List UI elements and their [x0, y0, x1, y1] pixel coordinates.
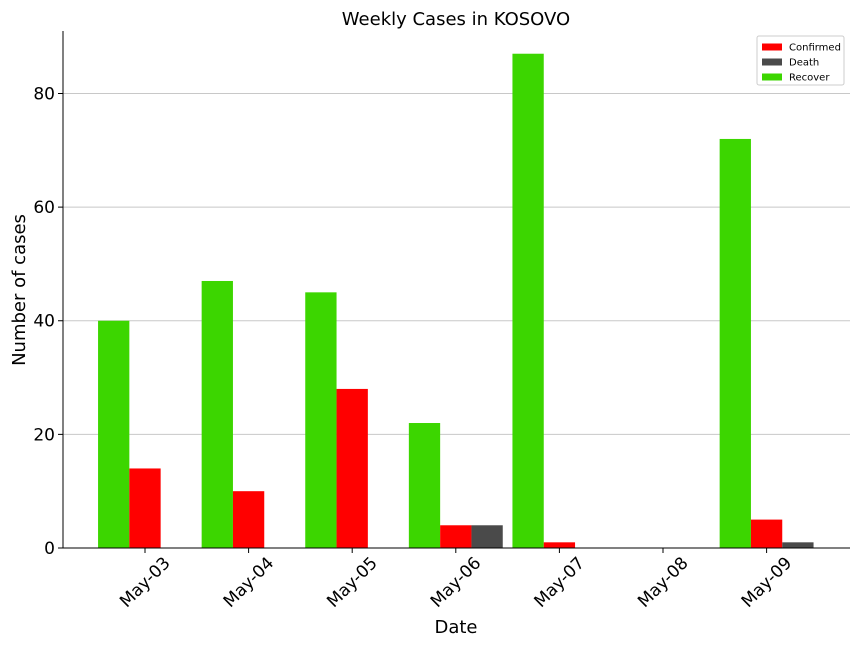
y-axis-label: Number of cases: [9, 214, 30, 366]
x-tick-label: May-05: [323, 553, 381, 611]
chart-title: Weekly Cases in KOSOVO: [342, 9, 570, 30]
y-tick-label: 80: [33, 84, 55, 104]
legend: Confirmed Death Recover: [756, 35, 845, 86]
y-ticks: 0 20 40 60 80: [33, 84, 63, 559]
bar-confirmed-may-05: [336, 388, 368, 548]
bar-death-may-09: [782, 542, 814, 548]
x-ticks: May-03 May-04 May-05 May-06 May-07 May-08 May-…: [116, 548, 796, 612]
axes: [62, 31, 850, 549]
legend-label-death: Death: [789, 58, 819, 69]
bar-confirmed-may-03: [129, 468, 161, 548]
bar-confirmed-may-07: [543, 542, 576, 548]
legend-swatch-confirmed: [762, 43, 782, 51]
bar-recover-may-04: [201, 280, 233, 548]
bar-confirmed-may-06: [440, 525, 472, 548]
x-tick-label: May-03: [116, 553, 174, 611]
bar-recover-may-05: [305, 292, 337, 548]
x-tick-label: May-07: [531, 553, 589, 611]
x-tick-label: May-06: [427, 553, 485, 611]
bars: [98, 53, 814, 548]
bar-recover-may-09: [719, 138, 751, 548]
bar-recover-may-06: [408, 423, 441, 548]
legend-label-confirmed: Confirmed: [789, 43, 841, 54]
bar-confirmed-may-09: [750, 519, 783, 548]
legend-swatch-death: [762, 58, 782, 66]
x-tick-label: May-08: [634, 553, 692, 611]
x-axis-label: Date: [434, 617, 477, 638]
legend-swatch-recover: [762, 73, 782, 81]
bar-confirmed-may-04: [232, 491, 265, 548]
y-tick-label: 0: [44, 539, 55, 559]
bar-recover-may-07: [512, 53, 544, 548]
bar-recover-may-03: [98, 320, 130, 548]
x-tick-label: May-09: [738, 553, 796, 611]
bar-death-may-06: [471, 525, 503, 548]
y-tick-label: 40: [33, 312, 55, 332]
legend-label-recover: Recover: [789, 73, 830, 84]
y-tick-label: 60: [33, 198, 55, 218]
y-tick-label: 20: [33, 425, 55, 445]
x-tick-label: May-04: [220, 553, 278, 611]
gridlines: [63, 92, 850, 435]
